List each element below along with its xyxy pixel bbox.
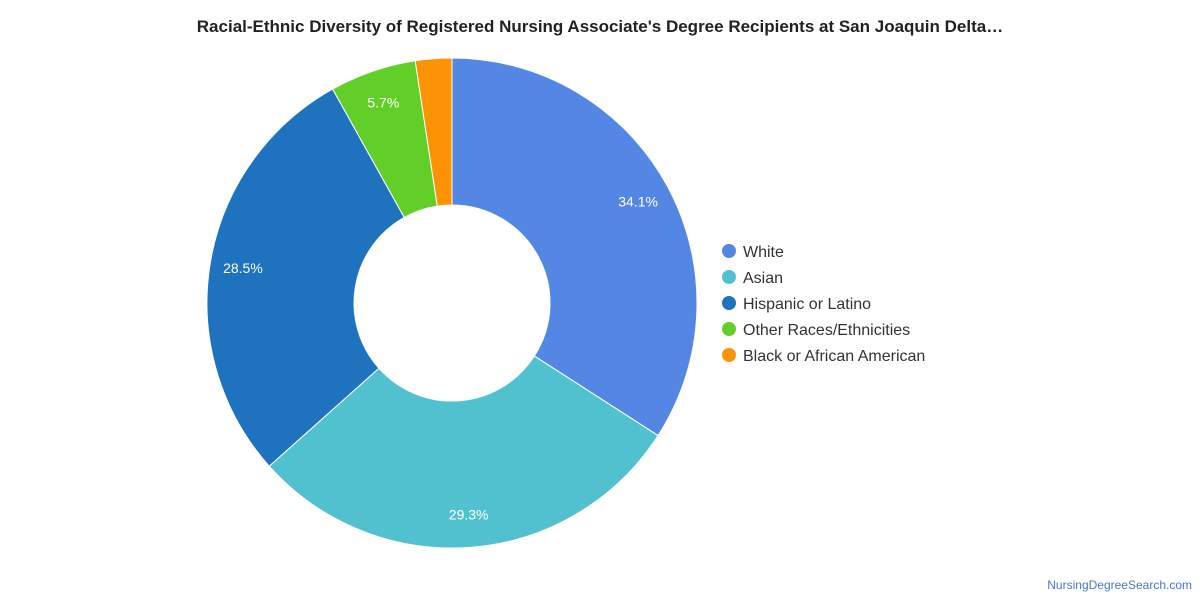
legend-swatch-asian [722,270,736,284]
chart-title: Racial-Ethnic Diversity of Registered Nu… [196,17,1004,36]
data-label-other-races-ethnicities: 5.7% [367,94,399,110]
legend-item-hispanic-or-latino[interactable]: Hispanic or Latino [722,296,871,313]
data-label-asian: 29.3% [449,506,489,522]
legend-swatch-white [722,244,736,258]
slice-black-or-african-american[interactable] [414,57,453,207]
legend-item-black-or-african-american[interactable]: Black or African American [722,348,925,365]
legend: White Asian Hispanic or Latino Other Races/… [722,244,925,365]
legend-item-other-races-ethnicities[interactable]: Other Races/Ethnicities [722,322,910,339]
slice-white[interactable] [451,57,698,437]
source-watermark[interactable]: NursingDegreeSearch.com [1047,578,1192,592]
legend-label-black-or-african-american: Black or African American [743,348,925,365]
legend-label-other-races-ethnicities: Other Races/Ethnicities [743,322,910,339]
legend-swatch-hispanic-or-latino [722,296,736,310]
slices-group [206,57,698,549]
slice-asian[interactable] [268,355,659,549]
legend-label-hispanic-or-latino: Hispanic or Latino [743,296,871,313]
data-label-white: 34.1% [618,193,658,209]
data-labels-group: 34.1% 29.3% 28.5% 5.7% [223,94,658,522]
legend-label-asian: Asian [743,270,783,287]
data-label-hispanic-or-latino: 28.5% [223,260,263,276]
slice-hispanic-or-latino[interactable] [206,88,405,467]
legend-swatch-other-races-ethnicities [722,322,736,336]
legend-swatch-black-or-african-american [722,348,736,362]
legend-label-white: White [743,244,784,261]
legend-item-white[interactable]: White [722,244,784,261]
legend-item-asian[interactable]: Asian [722,270,783,287]
